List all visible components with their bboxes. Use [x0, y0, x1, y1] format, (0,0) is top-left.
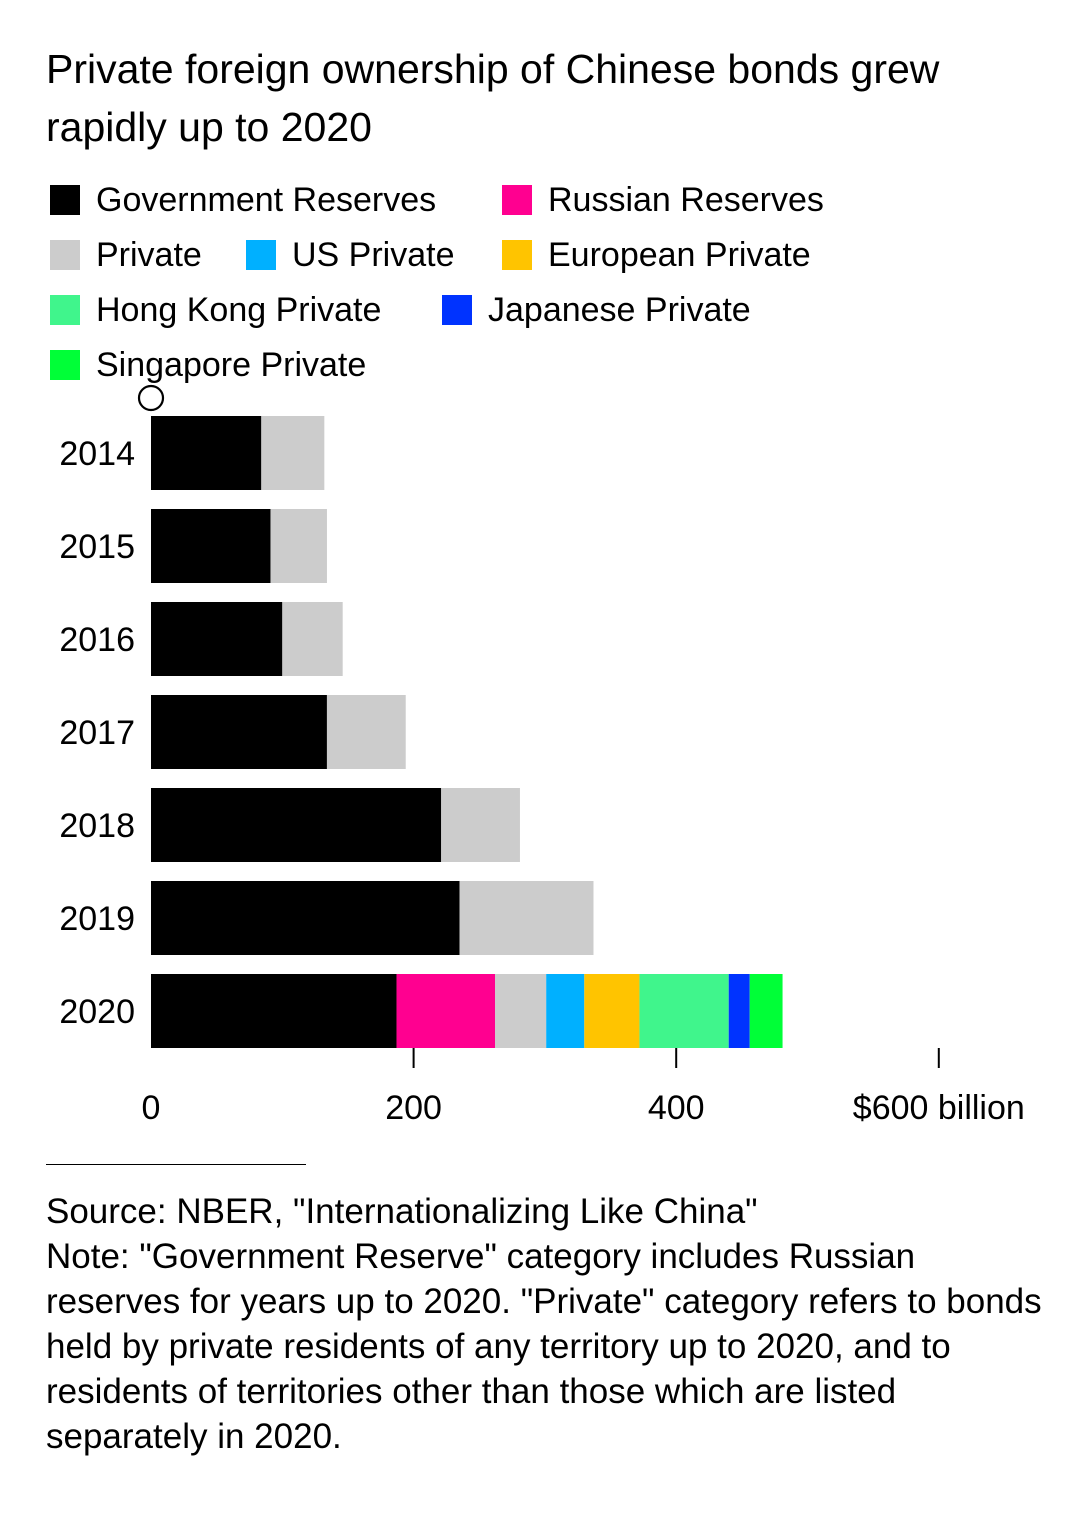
legend-item: Russian Reserves	[502, 180, 824, 220]
y-tick-label: 2019	[59, 900, 135, 938]
bar-segment-european-private	[584, 974, 640, 1048]
legend-swatch	[502, 185, 532, 215]
footer: Source: NBER, "Internationalizing Like C…	[46, 1189, 1046, 1459]
bar-segment-government-reserves	[151, 695, 327, 769]
legend-item: Hong Kong Private	[50, 290, 381, 330]
bar-segment-government-reserves	[151, 416, 262, 490]
y-tick-label: 2017	[59, 714, 135, 752]
bar-segment-private	[261, 416, 325, 490]
footer-divider	[46, 1164, 306, 1165]
legend-row: Hong Kong Private Japanese Private	[50, 290, 1040, 345]
y-tick-label: 2014	[59, 435, 135, 473]
legend-item: Government Reserves	[50, 180, 436, 220]
y-tick-label: 2016	[59, 621, 135, 659]
x-tick-label: 400	[648, 1089, 705, 1127]
legend-swatch	[442, 295, 472, 325]
bar-chart: 2014 2015 2016 2017 2018 2019 2020 0 200 400 $600 …	[59, 384, 1025, 1127]
legend-label: Singapore Private	[96, 345, 367, 384]
legend-swatch	[50, 240, 80, 270]
x-tick-label: 0	[142, 1089, 161, 1127]
legend-swatch	[502, 240, 532, 270]
bar-segment-private	[270, 509, 327, 583]
bar-segment-us-private	[546, 974, 585, 1048]
y-tick-label: 2020	[59, 993, 135, 1031]
legend-item: European Private	[502, 235, 811, 275]
origin-marker	[137, 384, 165, 412]
bar-segment-private	[326, 695, 406, 769]
bar-segment-private	[441, 788, 520, 862]
legend-item: US Private	[246, 235, 455, 275]
bar-segment-private	[495, 974, 547, 1048]
legend-item: Japanese Private	[442, 290, 751, 330]
legend-label: Government Reserves	[96, 180, 437, 219]
y-tick-label: 2015	[59, 528, 135, 566]
bar-segment-government-reserves	[151, 602, 283, 676]
bar-segment-private	[282, 602, 343, 676]
legend: Government Reserves Russian Reserves Priva…	[50, 180, 1040, 400]
bar-segment-private	[459, 881, 594, 955]
bar-segment-hong-kong-private	[639, 974, 729, 1048]
legend-row: Singapore Private	[50, 345, 1040, 400]
legend-swatch	[50, 350, 80, 380]
bar-segment-government-reserves	[151, 509, 271, 583]
legend-swatch	[50, 295, 80, 325]
bar-segment-government-reserves	[151, 974, 397, 1048]
legend-row: Private US Private European Private	[50, 235, 1040, 290]
legend-label: Private	[96, 235, 202, 274]
x-tick-label: 200	[385, 1089, 442, 1127]
legend-label: European Private	[548, 235, 811, 274]
source-text: Source: NBER, "Internationalizing Like C…	[46, 1192, 758, 1231]
x-tick-label: $600 billion	[853, 1089, 1025, 1127]
legend-item: Singapore Private	[50, 345, 366, 385]
legend-item: Private	[50, 235, 202, 275]
legend-label: Japanese Private	[488, 290, 751, 329]
legend-row: Government Reserves Russian Reserves	[50, 180, 1040, 235]
legend-swatch	[246, 240, 276, 270]
bar-segment-government-reserves	[151, 788, 442, 862]
y-tick-label: 2018	[59, 807, 135, 845]
chart-title: Private foreign ownership of Chinese bon…	[46, 46, 940, 150]
legend-label: US Private	[292, 235, 455, 274]
legend-swatch	[50, 185, 80, 215]
bar-segment-japanese-private	[728, 974, 750, 1048]
bar-segment-government-reserves	[151, 881, 460, 955]
bar-segment-russian-reserves	[396, 974, 496, 1048]
note-text: Note: "Government Reserve" category incl…	[46, 1237, 1042, 1456]
legend-label: Russian Reserves	[548, 180, 824, 219]
legend-label: Hong Kong Private	[96, 290, 382, 329]
bar-segment-singapore-private	[749, 974, 783, 1048]
